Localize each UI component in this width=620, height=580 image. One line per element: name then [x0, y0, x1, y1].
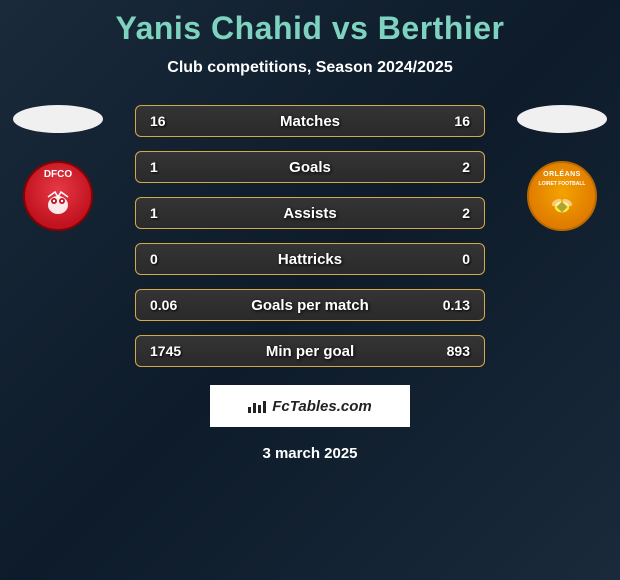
stat-left-value: 0	[150, 251, 158, 267]
stat-left-value: 16	[150, 113, 166, 129]
attribution-text: FcTables.com	[272, 398, 371, 415]
date-text: 3 march 2025	[262, 445, 357, 462]
attribution-box: FcTables.com	[210, 385, 410, 427]
stat-left-value: 1745	[150, 343, 181, 359]
chart-icon	[248, 399, 266, 413]
stat-right-value: 2	[462, 159, 470, 175]
stat-right-value: 16	[454, 113, 470, 129]
stat-label: Matches	[280, 113, 340, 130]
stat-row-hattricks: 0 Hattricks 0	[135, 243, 485, 275]
stat-label: Assists	[283, 205, 336, 222]
wasp-icon	[544, 189, 580, 225]
stat-label: Min per goal	[266, 343, 354, 360]
stat-left-value: 1	[150, 205, 158, 221]
stat-label: Hattricks	[278, 251, 342, 268]
owl-icon	[43, 187, 73, 217]
main-row: 16 Matches 16 1 Goals 2 1 Assists 2 0 Ha…	[0, 105, 620, 367]
stats-column: 16 Matches 16 1 Goals 2 1 Assists 2 0 Ha…	[135, 105, 485, 367]
right-player-photo	[517, 105, 607, 133]
right-club-badge	[527, 161, 597, 231]
stat-right-value: 0.13	[443, 297, 470, 313]
stat-label: Goals per match	[251, 297, 369, 314]
left-club-badge	[23, 161, 93, 231]
left-player-photo	[13, 105, 103, 133]
stat-row-goals: 1 Goals 2	[135, 151, 485, 183]
stat-row-assists: 1 Assists 2	[135, 197, 485, 229]
right-player-column	[512, 105, 612, 231]
stat-label: Goals	[289, 159, 331, 176]
stat-right-value: 893	[447, 343, 470, 359]
stat-row-min-per-goal: 1745 Min per goal 893	[135, 335, 485, 367]
stat-left-value: 0.06	[150, 297, 177, 313]
stat-right-value: 2	[462, 205, 470, 221]
infographic-container: Yanis Chahid vs Berthier Club competitio…	[0, 0, 620, 580]
stat-row-matches: 16 Matches 16	[135, 105, 485, 137]
stat-row-goals-per-match: 0.06 Goals per match 0.13	[135, 289, 485, 321]
left-player-column	[8, 105, 108, 231]
stat-right-value: 0	[462, 251, 470, 267]
stat-left-value: 1	[150, 159, 158, 175]
comparison-title: Yanis Chahid vs Berthier	[115, 10, 504, 47]
season-subtitle: Club competitions, Season 2024/2025	[167, 59, 452, 77]
